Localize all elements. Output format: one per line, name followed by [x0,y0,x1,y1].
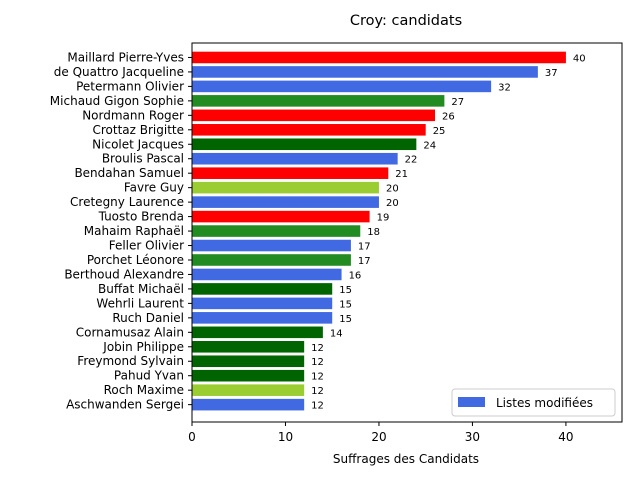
bar [192,355,305,368]
category-label: Jobin Philippe [102,340,184,354]
category-label: Nicolet Jacques [92,137,184,151]
category-label: Cornamusaz Alain [76,325,184,339]
bar [192,369,305,382]
category-label: Petermann Olivier [76,79,184,93]
category-label: Nordmann Roger [82,108,184,122]
bar [192,167,389,179]
category-label: Pahud Yvan [114,369,184,383]
bar [192,326,323,339]
bar [192,312,333,324]
bars-group [192,51,566,411]
bar [192,95,445,107]
bar [192,138,417,151]
value-label: 37 [545,68,558,79]
bar [192,51,566,64]
value-label: 15 [339,314,352,325]
bar [192,152,398,165]
legend-box [451,388,616,417]
bar [192,340,305,353]
bar [192,225,361,237]
bar [192,254,351,266]
value-label: 24 [423,140,436,151]
bar [192,268,342,281]
value-label: 22 [405,155,418,166]
chart-title: Croy: candidats [350,13,462,29]
bar [192,181,379,194]
value-label: 19 [377,213,390,224]
value-label: 40 [573,53,586,64]
category-label: Favre Guy [124,181,184,195]
legend-swatch [458,397,485,407]
category-label: Michaud Gigon Sophie [50,94,184,108]
bar [192,80,492,93]
x-axis-title: Suffrages des Candidats [333,452,479,466]
legend: Listes modifiées [451,388,616,417]
category-label: Cretegny Laurence [70,195,184,209]
category-label: Berthoud Alexandre [64,267,184,281]
category-label: Mahaim Raphaël [84,224,184,238]
bar [192,66,538,78]
x-tick-label: 40 [558,430,573,444]
bar [192,196,379,208]
x-tick-label: 30 [465,430,480,444]
value-label: 21 [395,169,408,180]
bar [192,124,426,136]
value-label: 12 [311,343,324,354]
category-label: Broulis Pascal [102,152,184,166]
value-label: 25 [433,126,446,137]
category-label: Maillard Pierre-Yves [67,50,184,64]
value-label: 12 [311,357,324,368]
bar [192,109,436,122]
value-label: 18 [367,227,380,238]
value-label: 12 [311,372,324,383]
value-label: 15 [339,285,352,296]
value-label: 16 [349,270,362,281]
category-label: Aschwanden Sergei [66,398,184,412]
value-label: 15 [339,299,352,310]
x-tick-label: 20 [371,430,386,444]
bar [192,283,333,295]
value-label: 32 [498,82,511,93]
category-label: Tuosto Brenda [98,210,184,224]
bar [192,398,305,411]
bar [192,384,305,396]
bar [192,239,351,252]
category-label: Freymond Sylvain [77,354,184,368]
plot-frame [191,42,623,423]
value-label: 14 [330,328,343,339]
category-label: Roch Maxime [104,383,184,397]
category-label: Wehrli Laurent [96,296,184,310]
x-tick-label: 0 [188,430,196,444]
category-label: Ruch Daniel [112,311,184,325]
value-label: 17 [358,242,371,253]
category-label: Feller Olivier [109,239,184,253]
category-label: Porchet Léonore [87,253,184,267]
category-label: de Quattro Jacqueline [54,65,184,79]
legend-label: Listes modifiées [496,396,593,410]
value-labels: 40 37 32 27 26 25 24 22 21 20 20 19 18 17 17 16 15 15 15 14… [311,53,585,411]
x-axis-ticks: 0 10 20 30 40 [188,422,574,444]
category-label: Bendahan Samuel [74,166,184,180]
category-label: Buffat Michaël [98,282,184,296]
category-label: Crottaz Brigitte [92,123,184,137]
value-label: 26 [442,111,455,122]
value-label: 27 [451,97,464,108]
value-label: 20 [386,198,399,209]
bar [192,297,333,310]
bar [192,210,370,223]
value-label: 17 [358,256,371,267]
value-label: 12 [311,401,324,412]
x-tick-label: 10 [278,430,293,444]
value-label: 20 [386,184,399,195]
value-label: 12 [311,386,324,397]
